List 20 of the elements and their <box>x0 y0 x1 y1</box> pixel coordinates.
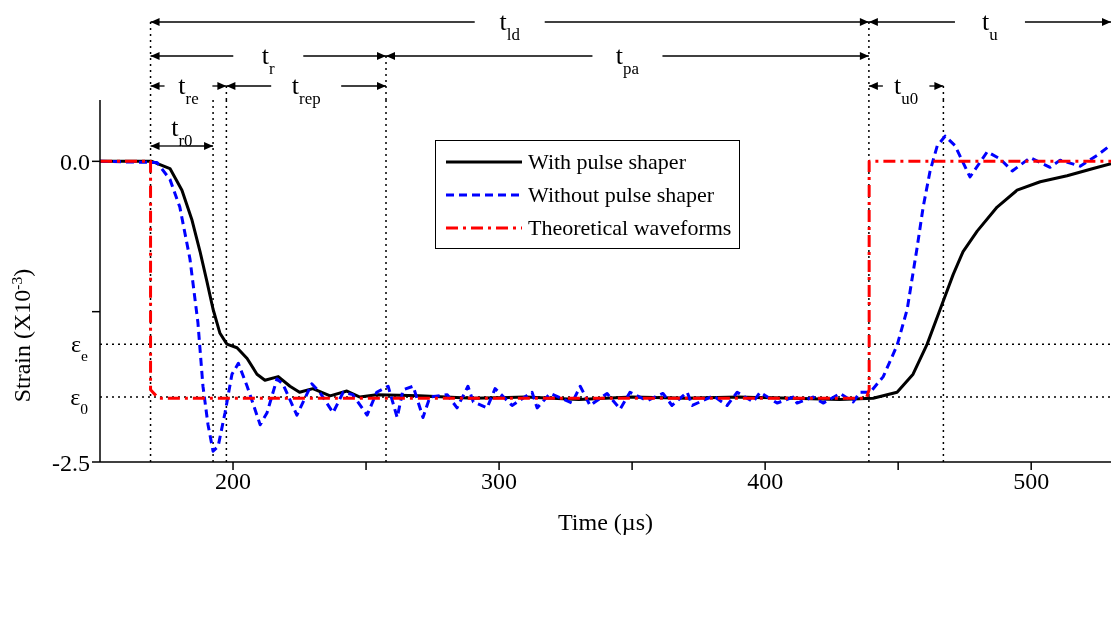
x-tick-label: 400 <box>747 468 784 495</box>
text: t$_{r}$ <box>261 41 276 78</box>
y-tick-label: -2.5 <box>52 449 90 476</box>
ref-line-label: ε$_{0}$ <box>70 384 89 417</box>
annotation: t$_{rep}$ <box>291 71 321 108</box>
x-axis-title: Time (µs) <box>558 509 653 535</box>
legend-label: Without pulse shaper <box>528 181 715 208</box>
text: t$_{pa}$ <box>615 41 640 78</box>
x-tick-label: 200 <box>215 468 252 495</box>
text: t$_{ld}$ <box>499 7 521 44</box>
x-tick-label: 500 <box>1013 468 1050 495</box>
legend-label: With pulse shaper <box>528 148 686 175</box>
legend-label: Theoretical waveforms <box>528 214 732 241</box>
x-tick-label: 300 <box>481 468 518 495</box>
ref-line-label: ε$_{e}$ <box>71 331 89 364</box>
annotation: t$_{u0}$ <box>894 71 919 108</box>
annotation: t$_{re}$ <box>178 71 199 108</box>
annotation: t$_{r0}$ <box>171 113 193 150</box>
text: t$_{u}$ <box>982 7 999 44</box>
y-tick-label: 0.0 <box>60 148 90 175</box>
